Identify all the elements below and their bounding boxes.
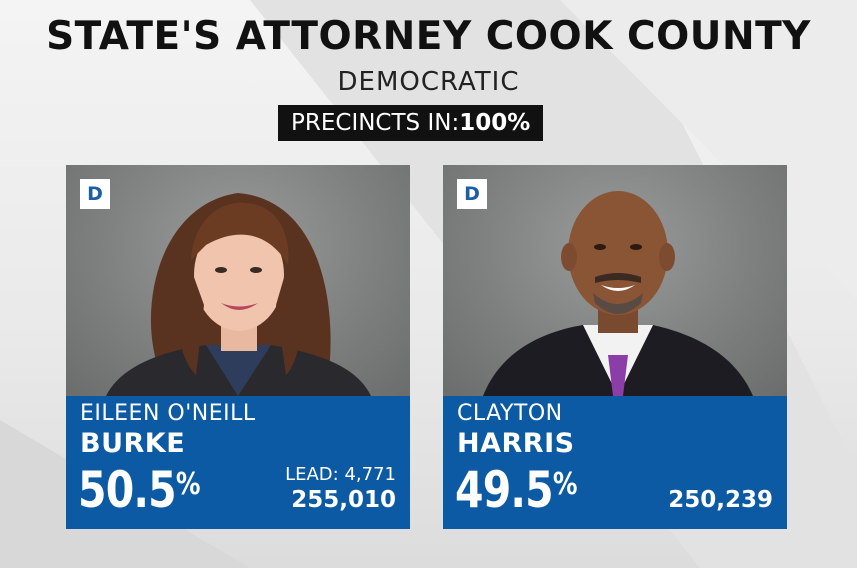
candidate-card-harris: D CLAYTON HARRIS 49.5% 250,239 (443, 165, 787, 529)
candidate-card-burke: D EILEEN O'NEILL BURKE 50.5% LEAD: 4,771… (66, 165, 410, 529)
candidate-first-name: EILEEN O'NEILL (80, 401, 256, 426)
portrait-harris (483, 191, 753, 396)
precincts-value: 100% (459, 110, 531, 136)
lead-margin: LEAD: 4,771 (285, 464, 396, 485)
vote-percent: 49.5% (455, 461, 578, 519)
party-badge: D (80, 179, 110, 209)
vote-count: 255,010 (291, 487, 396, 513)
vote-count: 250,239 (668, 487, 773, 513)
candidate-photo-burke: D (66, 165, 410, 396)
vote-percent: 50.5% (78, 461, 201, 519)
portrait-burke (106, 193, 371, 396)
percent-symbol: % (175, 467, 201, 502)
vote-percent-value: 49.5 (455, 461, 554, 519)
race-title: STATE'S ATTORNEY COOK COUNTY (46, 14, 811, 59)
race-subtitle: DEMOCRATIC (337, 67, 520, 97)
percent-symbol: % (552, 467, 578, 502)
precincts-label: PRECINCTS IN: (291, 110, 460, 136)
party-badge: D (457, 179, 487, 209)
candidate-panel-harris: CLAYTON HARRIS 49.5% 250,239 (443, 396, 787, 529)
precincts-badge: PRECINCTS IN: 100% (278, 105, 544, 141)
candidate-first-name: CLAYTON (457, 401, 563, 426)
candidate-last-name: BURKE (80, 428, 186, 459)
vote-percent-value: 50.5 (78, 461, 177, 519)
candidate-panel-burke: EILEEN O'NEILL BURKE 50.5% LEAD: 4,771 2… (66, 396, 410, 529)
candidate-last-name: HARRIS (457, 428, 575, 459)
candidate-photo-harris: D (443, 165, 787, 396)
